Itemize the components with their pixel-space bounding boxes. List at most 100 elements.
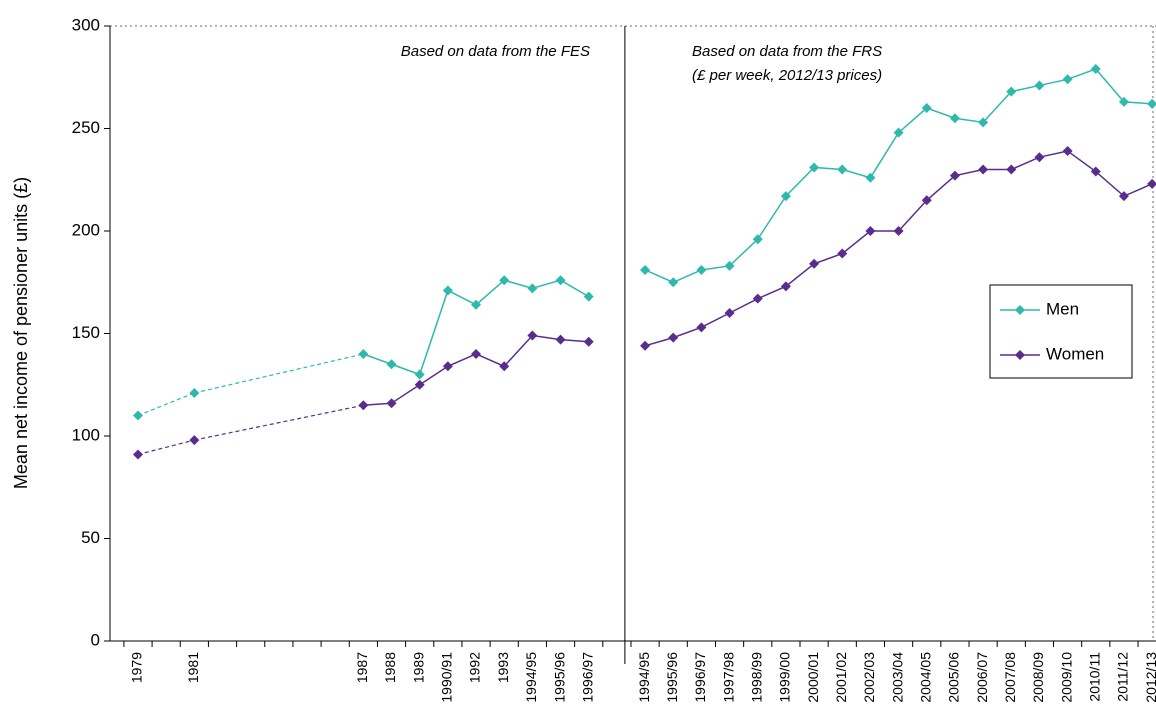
x-tick-label: 2004/05 (917, 652, 933, 703)
x-tick-label: 1994/95 (636, 652, 652, 703)
point (1147, 178, 1156, 189)
x-tick-label: 2006/07 (974, 652, 990, 703)
x-tick-label: 1990/91 (439, 652, 455, 703)
point (583, 291, 594, 302)
point (780, 281, 791, 292)
y-tick-label: 300 (72, 15, 100, 34)
gap-bridge (137, 392, 195, 417)
x-tick-label: 1997/98 (720, 652, 736, 703)
point (555, 275, 566, 286)
point (1090, 64, 1101, 75)
x-tick-label: 2011/12 (1115, 652, 1131, 702)
x-tick-label: 2003/04 (889, 652, 905, 703)
point (809, 162, 820, 173)
gap-bridge (194, 404, 364, 441)
point (527, 283, 538, 294)
x-tick-label: 2008/09 (1030, 652, 1046, 703)
point (724, 308, 735, 318)
point (865, 226, 876, 236)
point (696, 322, 707, 333)
point (471, 349, 482, 359)
point (442, 285, 453, 296)
annotation: Based on data from the FES (401, 43, 590, 60)
gap-bridge (194, 353, 364, 394)
point (414, 379, 425, 390)
point (724, 260, 735, 271)
y-tick-label: 0 (91, 630, 100, 649)
point (640, 340, 651, 351)
point (189, 435, 200, 446)
x-tick-label: 1979 (129, 652, 145, 683)
x-tick-label: 1994/95 (523, 652, 539, 703)
x-tick-label: 2002/03 (861, 652, 877, 703)
x-tick-label: 1995/96 (664, 652, 680, 703)
point (358, 349, 369, 359)
point (386, 398, 397, 409)
point (949, 170, 960, 181)
point (837, 248, 848, 259)
x-tick-label: 1996/97 (579, 652, 595, 703)
point (865, 172, 876, 183)
gap-bridge (137, 439, 195, 456)
x-tick-label: 2005/06 (946, 652, 962, 703)
annotation: (£ per week, 2012/13 prices) (692, 67, 882, 84)
point (949, 113, 960, 124)
point (752, 234, 763, 245)
point (499, 275, 510, 286)
y-tick-label: 150 (72, 323, 100, 342)
line (363, 279, 590, 376)
point (696, 264, 707, 275)
point (809, 258, 820, 269)
point (921, 103, 932, 113)
y-tick-label: 200 (72, 220, 100, 239)
point (893, 226, 904, 236)
point (893, 127, 904, 138)
point (189, 387, 200, 398)
x-tick-label: 2010/11 (1086, 652, 1102, 702)
point (442, 361, 453, 372)
y-tick-label: 250 (72, 118, 100, 137)
point (471, 299, 482, 310)
line (644, 68, 1153, 284)
point (1034, 152, 1045, 163)
point (133, 410, 143, 421)
point (555, 334, 566, 345)
legend (989, 284, 1133, 379)
legend-label: Women (1046, 344, 1104, 363)
point (583, 336, 594, 347)
point (921, 195, 932, 206)
point (640, 264, 651, 275)
point (780, 191, 791, 202)
point (414, 369, 425, 380)
point (837, 164, 848, 175)
point (668, 277, 679, 288)
annotation: Based on data from the FRS (692, 43, 882, 60)
point (668, 332, 679, 343)
x-tick-label: 2001/02 (833, 652, 849, 703)
x-tick-label: 1995/96 (551, 652, 567, 703)
point (358, 400, 369, 411)
legend-marker (1015, 350, 1025, 360)
point (752, 293, 763, 304)
point (1034, 80, 1045, 91)
point (1147, 98, 1156, 109)
point (1062, 74, 1073, 85)
point (1062, 146, 1073, 157)
y-tick-label: 100 (72, 425, 100, 444)
point (1090, 166, 1101, 177)
x-tick-label: 1992 (467, 652, 483, 683)
point (1118, 96, 1129, 107)
x-tick-label: 2009/10 (1058, 652, 1074, 703)
point (527, 330, 538, 341)
line (363, 334, 589, 406)
x-tick-label: 1987 (354, 652, 370, 683)
legend-marker (1015, 305, 1025, 315)
x-tick-label: 1988 (382, 652, 398, 683)
x-tick-label: 2007/08 (1002, 652, 1018, 703)
x-tick-label: 1996/97 (692, 652, 708, 703)
point (133, 449, 143, 460)
point (978, 164, 989, 175)
x-tick-label: 1989 (410, 652, 426, 683)
point (1006, 86, 1017, 97)
